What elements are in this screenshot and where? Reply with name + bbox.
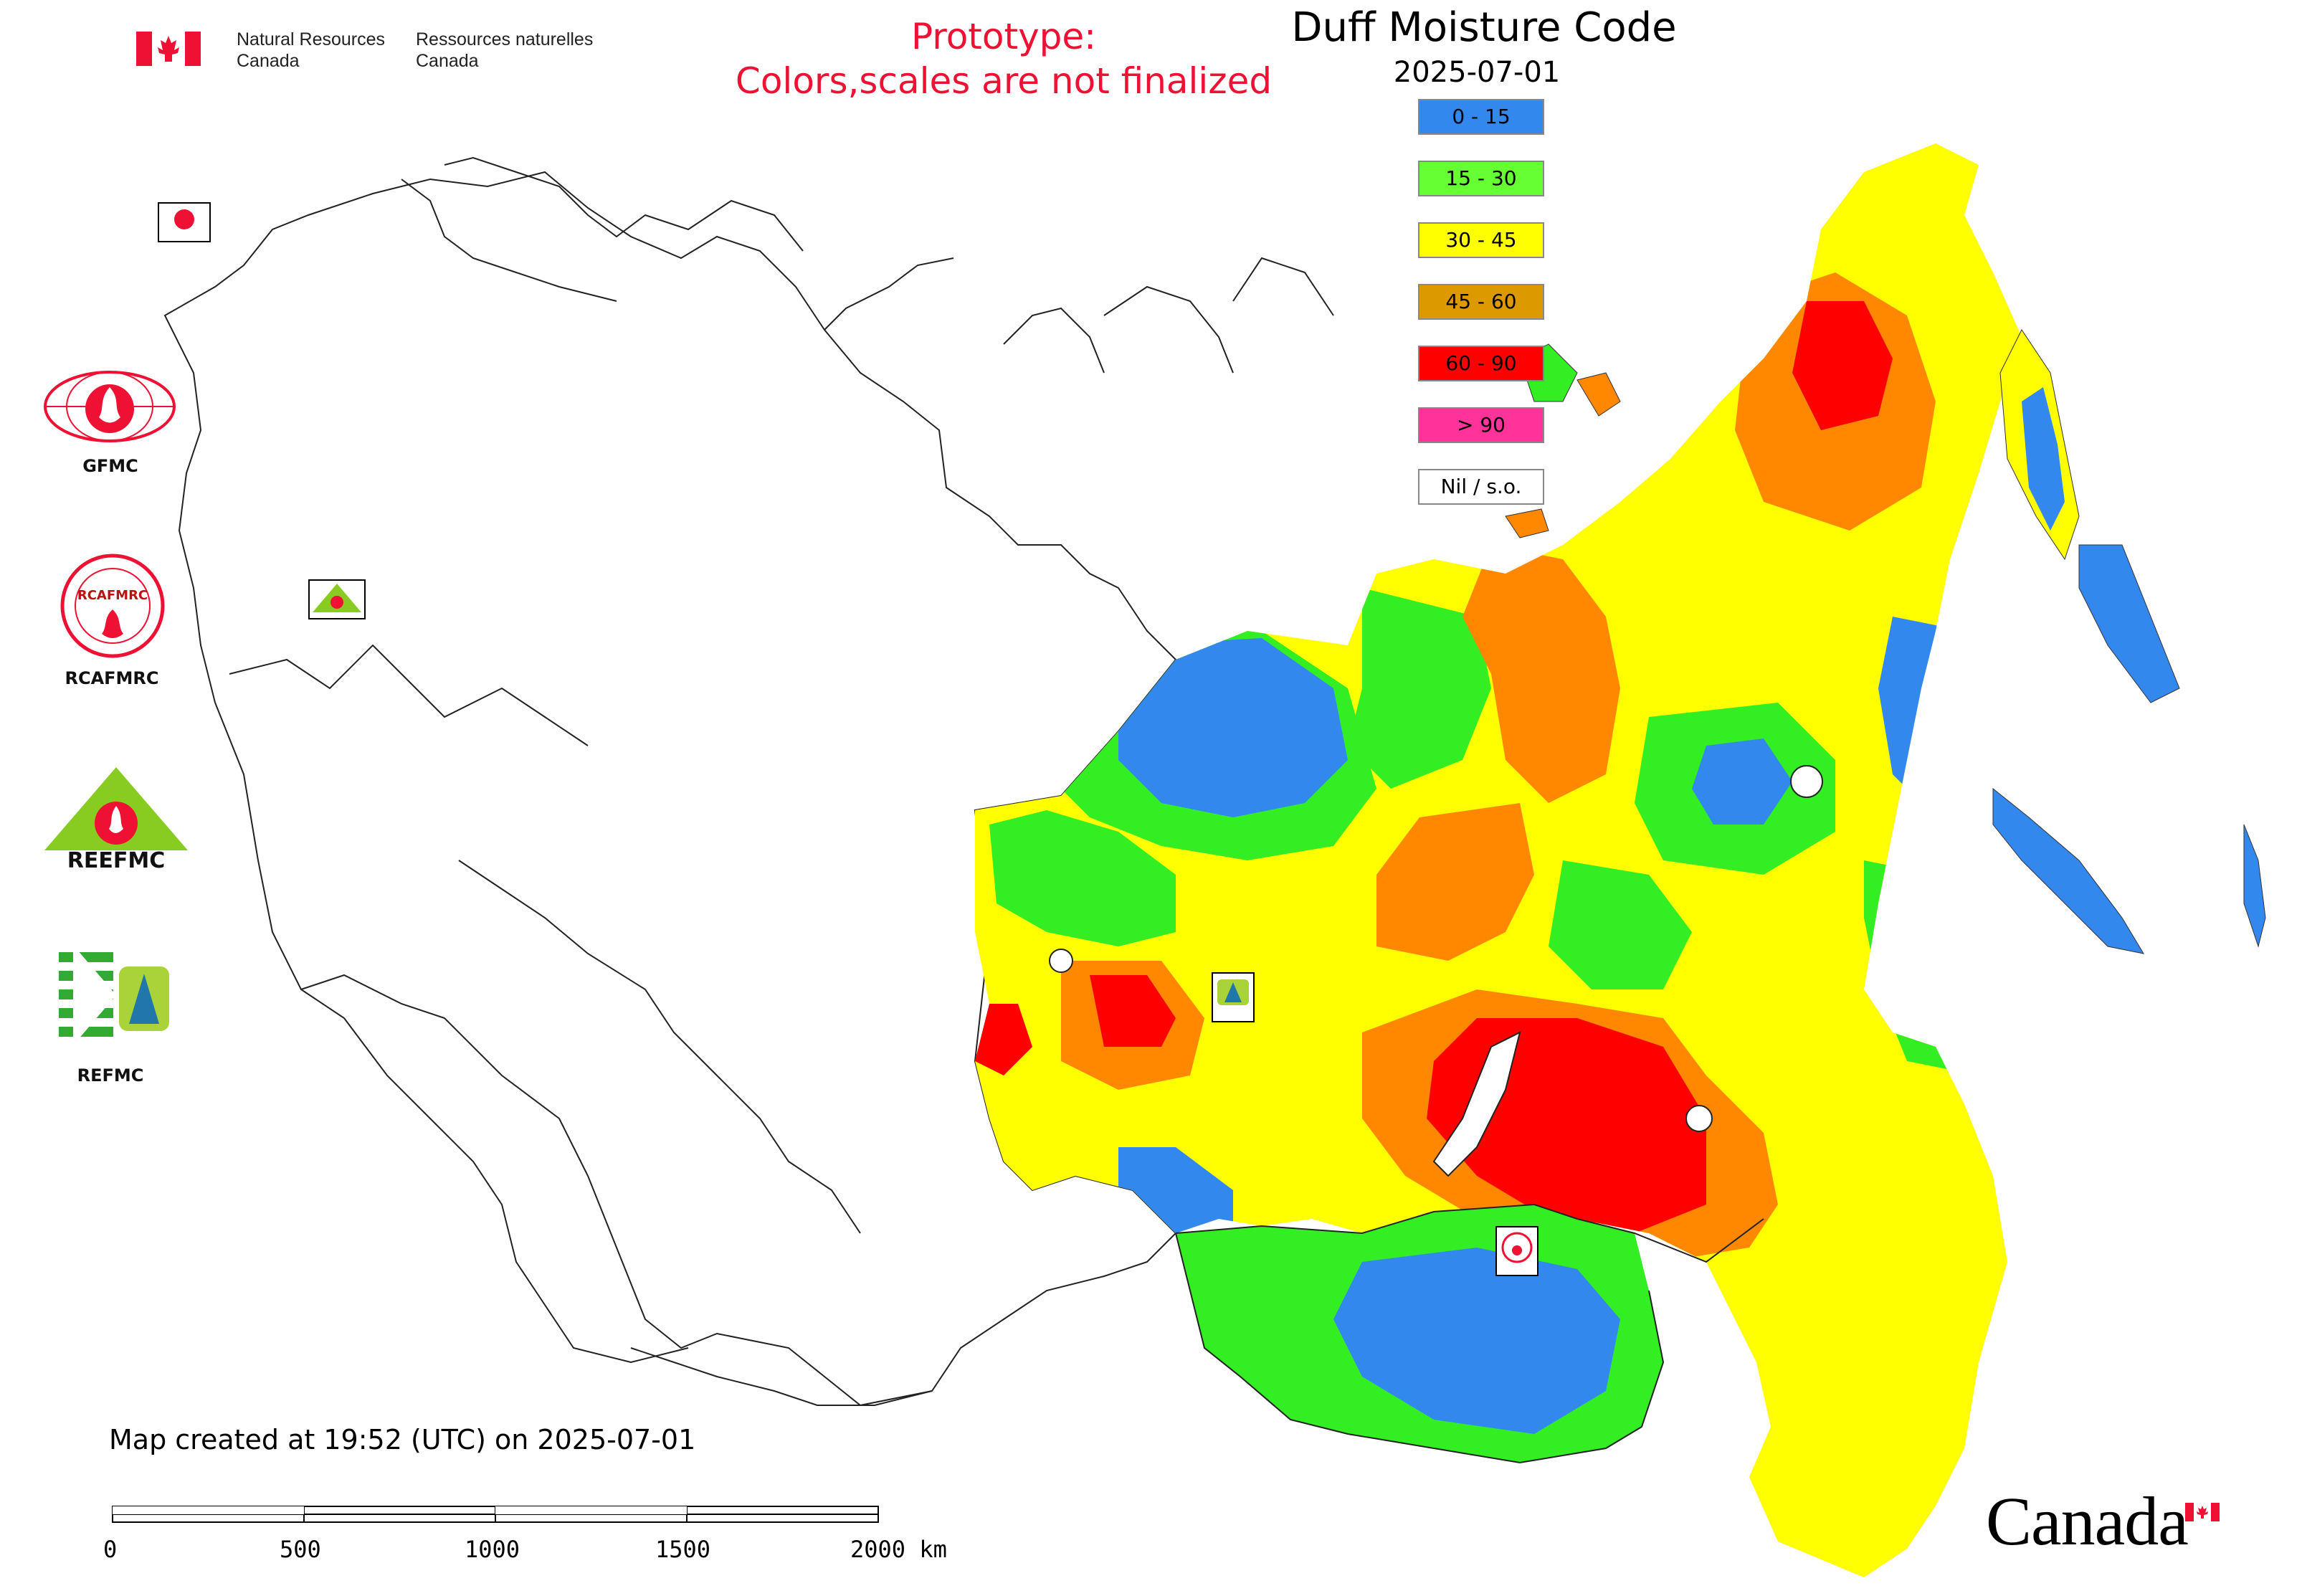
- scale-label-1000: 1000: [465, 1536, 520, 1563]
- gfmc-label: GFMC: [82, 456, 138, 476]
- scale-bar: [112, 1506, 880, 1524]
- nrcan-name-fr: Ressources naturelles Canada: [416, 29, 594, 71]
- legend-item: 30 - 45: [1418, 222, 1544, 258]
- prototype-notice: Prototype: Colors,scales are not finaliz…: [735, 16, 1273, 102]
- legend-item: Nil / s.o.: [1418, 469, 1544, 505]
- rcafmrc-map-marker: [1495, 1226, 1538, 1276]
- map-title: Duff Moisture Code: [1291, 4, 1677, 51]
- canada-flag-icon: [136, 32, 201, 66]
- legend-item: 45 - 60: [1418, 284, 1544, 320]
- legend-item: 0 - 15: [1418, 99, 1544, 135]
- reefmc-map-marker: [308, 579, 366, 619]
- scale-label-0: 0: [103, 1536, 118, 1563]
- refmc-logo: [59, 945, 173, 1045]
- scale-label-2000: 2000 km: [850, 1536, 947, 1563]
- gfmc-logo: [42, 367, 178, 446]
- legend-item: 60 - 90: [1418, 346, 1544, 381]
- canada-wordmark-flag-icon: [2185, 1503, 2220, 1521]
- refmc-label: REFMC: [77, 1065, 144, 1086]
- canada-wordmark: Canada: [1986, 1483, 2189, 1559]
- reefmc-logo: REEFMC: [37, 764, 195, 873]
- east-islands: [1505, 329, 2266, 954]
- scale-label-500: 500: [280, 1536, 321, 1563]
- nrcan-name-en: Natural Resources Canada: [237, 29, 386, 71]
- legend-item: > 90: [1418, 407, 1544, 443]
- reefmc-logo-text: REEFMC: [67, 848, 165, 872]
- legend-item: 15 - 30: [1418, 161, 1544, 196]
- rcafmrc-label: RCAFMRC: [65, 668, 159, 688]
- international-borders: [1175, 1203, 1764, 1464]
- gfmc-map-marker: [158, 202, 211, 242]
- rcafmrc-logo: RCAFMRC: [59, 552, 166, 660]
- map-date: 2025-07-01: [1393, 56, 1561, 89]
- scale-label-1500: 1500: [655, 1536, 711, 1563]
- map-created-note: Map created at 19:52 (UTC) on 2025-07-01: [109, 1424, 696, 1455]
- svg-text:RCAFMRC: RCAFMRC: [77, 588, 148, 603]
- lakes-rivers: [1049, 765, 1823, 1177]
- refmc-map-marker: [1212, 972, 1255, 1022]
